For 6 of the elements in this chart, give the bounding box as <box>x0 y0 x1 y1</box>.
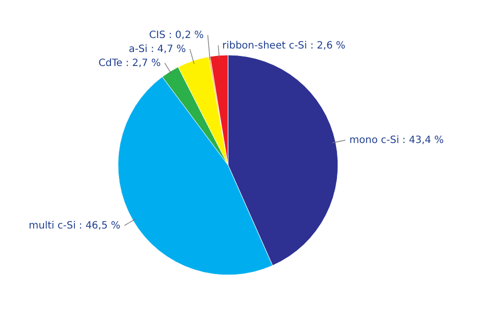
slice-label: ribbon-sheet c-Si : 2,6 % <box>222 40 346 52</box>
slice-label: a-Si : 4,7 % <box>128 44 186 56</box>
slice-label: multi c-Si : 46,5 % <box>28 220 120 232</box>
slice-label: CIS : 0,2 % <box>149 30 204 42</box>
slice-label: CdTe : 2,7 % <box>98 58 161 70</box>
slice-label: mono c-Si : 43,4 % <box>349 135 444 146</box>
